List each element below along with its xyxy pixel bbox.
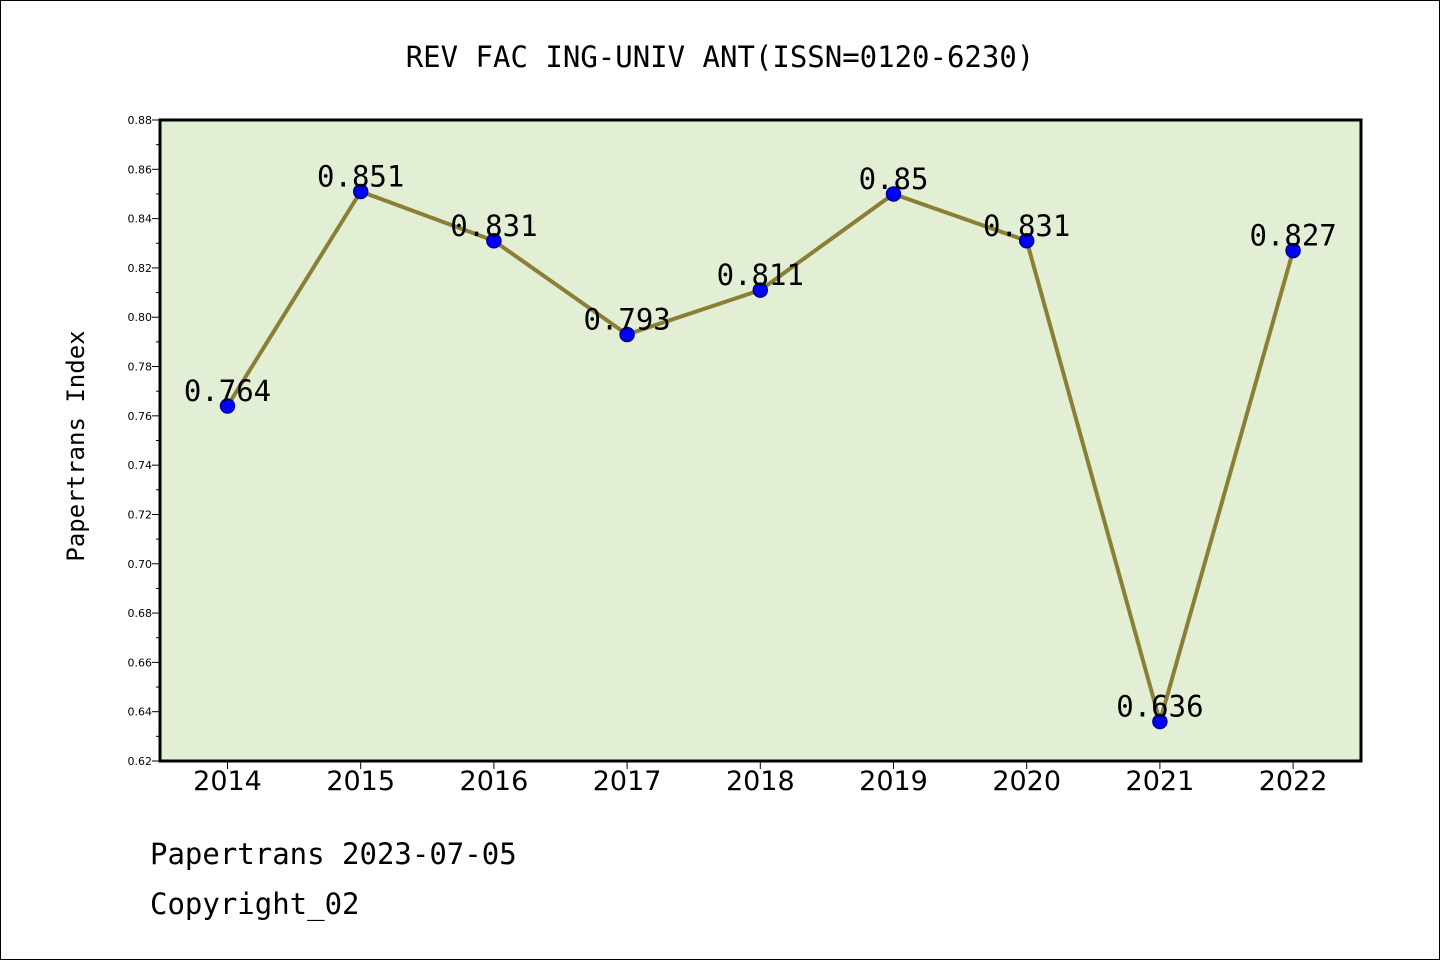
- data-point: [885, 186, 902, 202]
- y-tick-label: 0.70: [128, 558, 153, 571]
- data-point: [352, 183, 369, 200]
- data-labels: 0.764 0.851 0.831 0.793 0.811 0.85 0.831 0.636 0…: [184, 159, 1337, 723]
- data-point: [619, 326, 635, 343]
- x-tick-label: 2020: [992, 766, 1061, 797]
- y-tick-label: 0.76: [128, 410, 153, 423]
- x-tick-label: 2017: [593, 766, 662, 797]
- data-point: [219, 398, 236, 414]
- y-tick-label: 0.72: [128, 508, 153, 521]
- data-point: [1018, 233, 1035, 249]
- chart-title: REV FAC ING-UNIV ANT(ISSN=0120-6230): [406, 40, 1035, 74]
- series-markers: [219, 183, 1301, 730]
- x-axis: 2014 2015 2016 2017 2018 2019 2020 2021 2022: [193, 761, 1327, 797]
- data-label: 0.811: [717, 258, 804, 292]
- x-tick-label: 2022: [1259, 766, 1328, 797]
- x-tick-label: 2015: [326, 766, 395, 797]
- data-label: 0.851: [317, 159, 404, 193]
- y-tick-label: 0.66: [128, 656, 153, 669]
- y-tick-label: 0.74: [128, 459, 153, 472]
- data-point: [752, 282, 769, 298]
- y-tick-label: 0.82: [128, 262, 153, 275]
- data-label: 0.831: [983, 209, 1070, 243]
- data-point: [1152, 713, 1168, 730]
- x-tick-label: 2019: [859, 766, 928, 797]
- x-tick-label: 2018: [726, 766, 795, 797]
- data-label: 0.831: [450, 209, 537, 243]
- y-axis: 0.62 0.64 0.66 0.68 0.70 0.72 0.74 0.76 0.78 0.80…: [128, 114, 160, 768]
- y-tick-label: 0.88: [128, 114, 153, 127]
- plot-area: [158, 118, 1363, 763]
- footer-date: Papertrans 2023-07-05: [150, 837, 517, 871]
- x-tick-label: 2021: [1126, 766, 1195, 797]
- y-tick-label: 0.62: [128, 755, 153, 768]
- y-axis-label: Papertrans Index: [62, 330, 90, 561]
- footer-copyright: Copyright_02: [150, 887, 360, 922]
- data-label: 0.764: [184, 374, 271, 408]
- y-tick-label: 0.86: [128, 163, 153, 176]
- x-tick-label: 2016: [460, 766, 529, 797]
- y-tick-label: 0.68: [128, 607, 153, 620]
- x-tick-label: 2014: [193, 766, 262, 797]
- data-label: 0.85: [859, 162, 929, 196]
- data-point: [1285, 242, 1301, 259]
- data-point: [486, 233, 502, 249]
- data-label: 0.793: [583, 302, 670, 336]
- y-tick-label: 0.80: [128, 311, 153, 324]
- y-tick-label: 0.64: [128, 706, 153, 719]
- data-label: 0.827: [1249, 219, 1336, 253]
- y-tick-label: 0.78: [128, 361, 153, 374]
- y-tick-label: 0.84: [128, 213, 153, 226]
- data-label: 0.636: [1116, 690, 1203, 724]
